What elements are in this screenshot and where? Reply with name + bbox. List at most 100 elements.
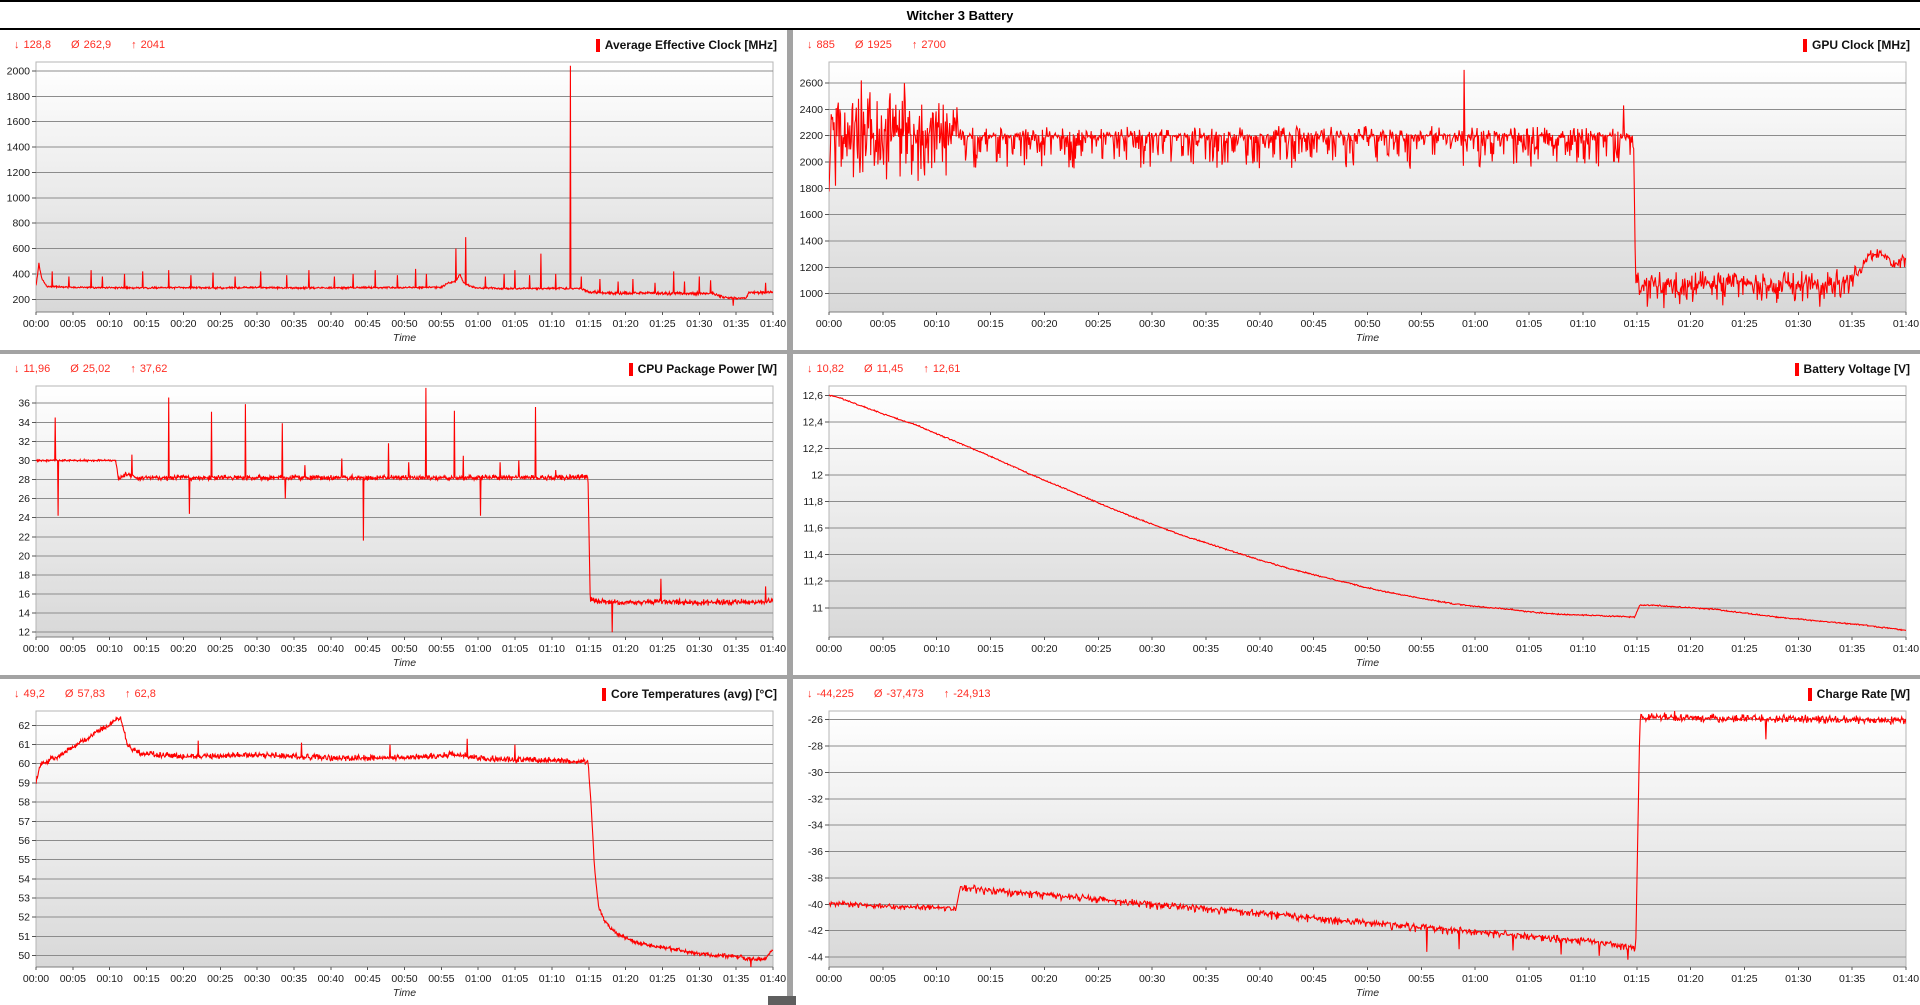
svg-text:28: 28 — [18, 474, 30, 486]
svg-text:01:10: 01:10 — [1570, 318, 1596, 330]
svg-text:00:15: 00:15 — [977, 973, 1003, 985]
svg-text:00:40: 00:40 — [1247, 973, 1273, 985]
min-arrow-icon: ↓ — [14, 688, 20, 700]
battery-voltage-plot[interactable]: 11 11,2 11,4 11,6 11,8 12 12,2 12,4 12,6 00:00 00:… — [793, 380, 1920, 675]
row-divider-2[interactable] — [0, 675, 1920, 679]
stat-min-value: 885 — [816, 39, 835, 51]
row-divider-1[interactable] — [0, 350, 1920, 354]
svg-text:11: 11 — [812, 602, 823, 614]
svg-text:00:35: 00:35 — [1193, 643, 1219, 655]
splitter-handle[interactable] — [768, 996, 796, 1005]
svg-text:01:10: 01:10 — [1570, 973, 1596, 985]
svg-text:01:10: 01:10 — [1570, 643, 1596, 655]
svg-text:01:05: 01:05 — [1516, 318, 1542, 330]
svg-text:54: 54 — [18, 873, 30, 885]
gpu-clock-plot[interactable]: 1000 1200 1400 1600 1800 2000 2200 2400 2600 00:0… — [793, 56, 1920, 350]
svg-text:-30: -30 — [808, 767, 823, 779]
cpu-package-power-plot[interactable]: 12 14 16 18 20 22 24 26 28 30 32 34 36 00:00 00:05 00:1… — [0, 380, 787, 675]
svg-text:1600: 1600 — [800, 209, 824, 221]
svg-text:57: 57 — [18, 816, 30, 828]
min-arrow-icon: ↓ — [807, 39, 813, 51]
svg-text:11,6: 11,6 — [803, 523, 823, 535]
avg-effective-clock-plot[interactable]: 200 400 600 800 1000 1200 1400 1600 1800 2000 00:0… — [0, 56, 787, 350]
svg-text:00:50: 00:50 — [1354, 973, 1380, 985]
svg-text:14: 14 — [18, 608, 30, 620]
stat-min-value: 128,8 — [23, 39, 52, 51]
svg-text:1400: 1400 — [800, 235, 824, 247]
svg-text:-26: -26 — [808, 714, 823, 726]
svg-text:Time: Time — [393, 657, 416, 669]
svg-text:00:35: 00:35 — [1193, 973, 1219, 985]
max-arrow-icon: ↑ — [911, 39, 918, 51]
svg-text:00:05: 00:05 — [870, 318, 896, 330]
svg-text:53: 53 — [18, 892, 30, 904]
svg-text:01:35: 01:35 — [723, 643, 749, 655]
svg-text:00:55: 00:55 — [1408, 318, 1434, 330]
svg-text:00:45: 00:45 — [355, 973, 381, 985]
svg-text:01:00: 01:00 — [1462, 973, 1488, 985]
column-divider[interactable] — [787, 30, 793, 1005]
svg-text:00:45: 00:45 — [355, 318, 381, 330]
svg-text:Time: Time — [393, 332, 416, 344]
svg-text:Time: Time — [1356, 657, 1379, 669]
chart-title: Charge Rate [W] — [1816, 687, 1910, 701]
svg-text:00:05: 00:05 — [870, 973, 896, 985]
svg-text:-44: -44 — [808, 952, 823, 964]
svg-text:-28: -28 — [808, 740, 823, 752]
svg-text:1600: 1600 — [7, 116, 31, 128]
svg-text:Time: Time — [1356, 332, 1379, 344]
svg-text:12,4: 12,4 — [803, 416, 824, 428]
svg-text:00:40: 00:40 — [318, 318, 344, 330]
svg-text:1800: 1800 — [7, 91, 31, 103]
stat-max-value: 2700 — [921, 39, 946, 51]
avg-icon: Ø — [71, 39, 80, 51]
series-stats: ↓ 49,2 Ø 57,83 ↑ 62,8 — [14, 688, 176, 700]
svg-text:00:25: 00:25 — [1085, 318, 1111, 330]
svg-text:2000: 2000 — [800, 157, 824, 169]
svg-text:01:40: 01:40 — [760, 318, 786, 330]
stat-max-value: 62,8 — [134, 688, 156, 700]
svg-text:01:20: 01:20 — [612, 973, 638, 985]
stat-max-value: 12,61 — [932, 363, 961, 375]
svg-text:01:20: 01:20 — [612, 318, 638, 330]
svg-text:00:00: 00:00 — [23, 973, 49, 985]
svg-text:01:40: 01:40 — [760, 973, 786, 985]
core-temperatures-plot[interactable]: 50 51 52 53 54 55 56 57 58 59 60 61 62 00:00 00:05 00:1… — [0, 705, 787, 1005]
svg-text:55: 55 — [18, 854, 30, 866]
svg-text:00:15: 00:15 — [133, 318, 159, 330]
svg-text:Time: Time — [1356, 987, 1379, 999]
svg-text:01:05: 01:05 — [502, 318, 528, 330]
svg-text:00:55: 00:55 — [428, 973, 454, 985]
series-color-marker — [1802, 38, 1807, 52]
stat-min-value: 10,82 — [816, 363, 845, 375]
svg-text:01:25: 01:25 — [649, 643, 675, 655]
svg-text:01:05: 01:05 — [502, 643, 528, 655]
svg-text:01:35: 01:35 — [1839, 973, 1865, 985]
svg-text:00:40: 00:40 — [1247, 318, 1273, 330]
svg-text:58: 58 — [18, 797, 30, 809]
svg-text:00:20: 00:20 — [170, 643, 196, 655]
svg-text:01:00: 01:00 — [1462, 318, 1488, 330]
svg-text:00:05: 00:05 — [60, 973, 86, 985]
svg-text:00:55: 00:55 — [1408, 973, 1434, 985]
chart-panel-avg-effective-clock: ↓ 128,8 Ø 262,9 ↑ 2041 Average Effective Cl… — [0, 30, 787, 350]
min-arrow-icon: ↓ — [14, 39, 20, 51]
svg-text:01:15: 01:15 — [1624, 318, 1650, 330]
svg-text:01:25: 01:25 — [1731, 973, 1757, 985]
svg-text:01:15: 01:15 — [576, 318, 602, 330]
series-color-marker — [1807, 687, 1812, 701]
svg-text:01:00: 01:00 — [465, 643, 491, 655]
svg-text:01:35: 01:35 — [1839, 643, 1865, 655]
svg-text:00:45: 00:45 — [1301, 973, 1327, 985]
svg-text:01:10: 01:10 — [539, 973, 565, 985]
svg-text:00:50: 00:50 — [1354, 643, 1380, 655]
svg-text:11,2: 11,2 — [803, 576, 823, 588]
window-title-bar: Witcher 3 Battery — [0, 0, 1920, 30]
svg-text:00:00: 00:00 — [816, 973, 842, 985]
svg-text:00:50: 00:50 — [391, 318, 417, 330]
chart-panel-gpu-clock: ↓ 885 Ø 1925 ↑ 2700 GPU Clock [MHz] 1000 120… — [793, 30, 1920, 350]
svg-text:2600: 2600 — [800, 78, 824, 90]
charge-rate-plot[interactable]: -44 -42 -40 -38 -36 -34 -32 -30 -28 -26 00:00 00:05… — [793, 705, 1920, 1005]
svg-text:00:25: 00:25 — [207, 643, 233, 655]
svg-text:00:00: 00:00 — [23, 318, 49, 330]
